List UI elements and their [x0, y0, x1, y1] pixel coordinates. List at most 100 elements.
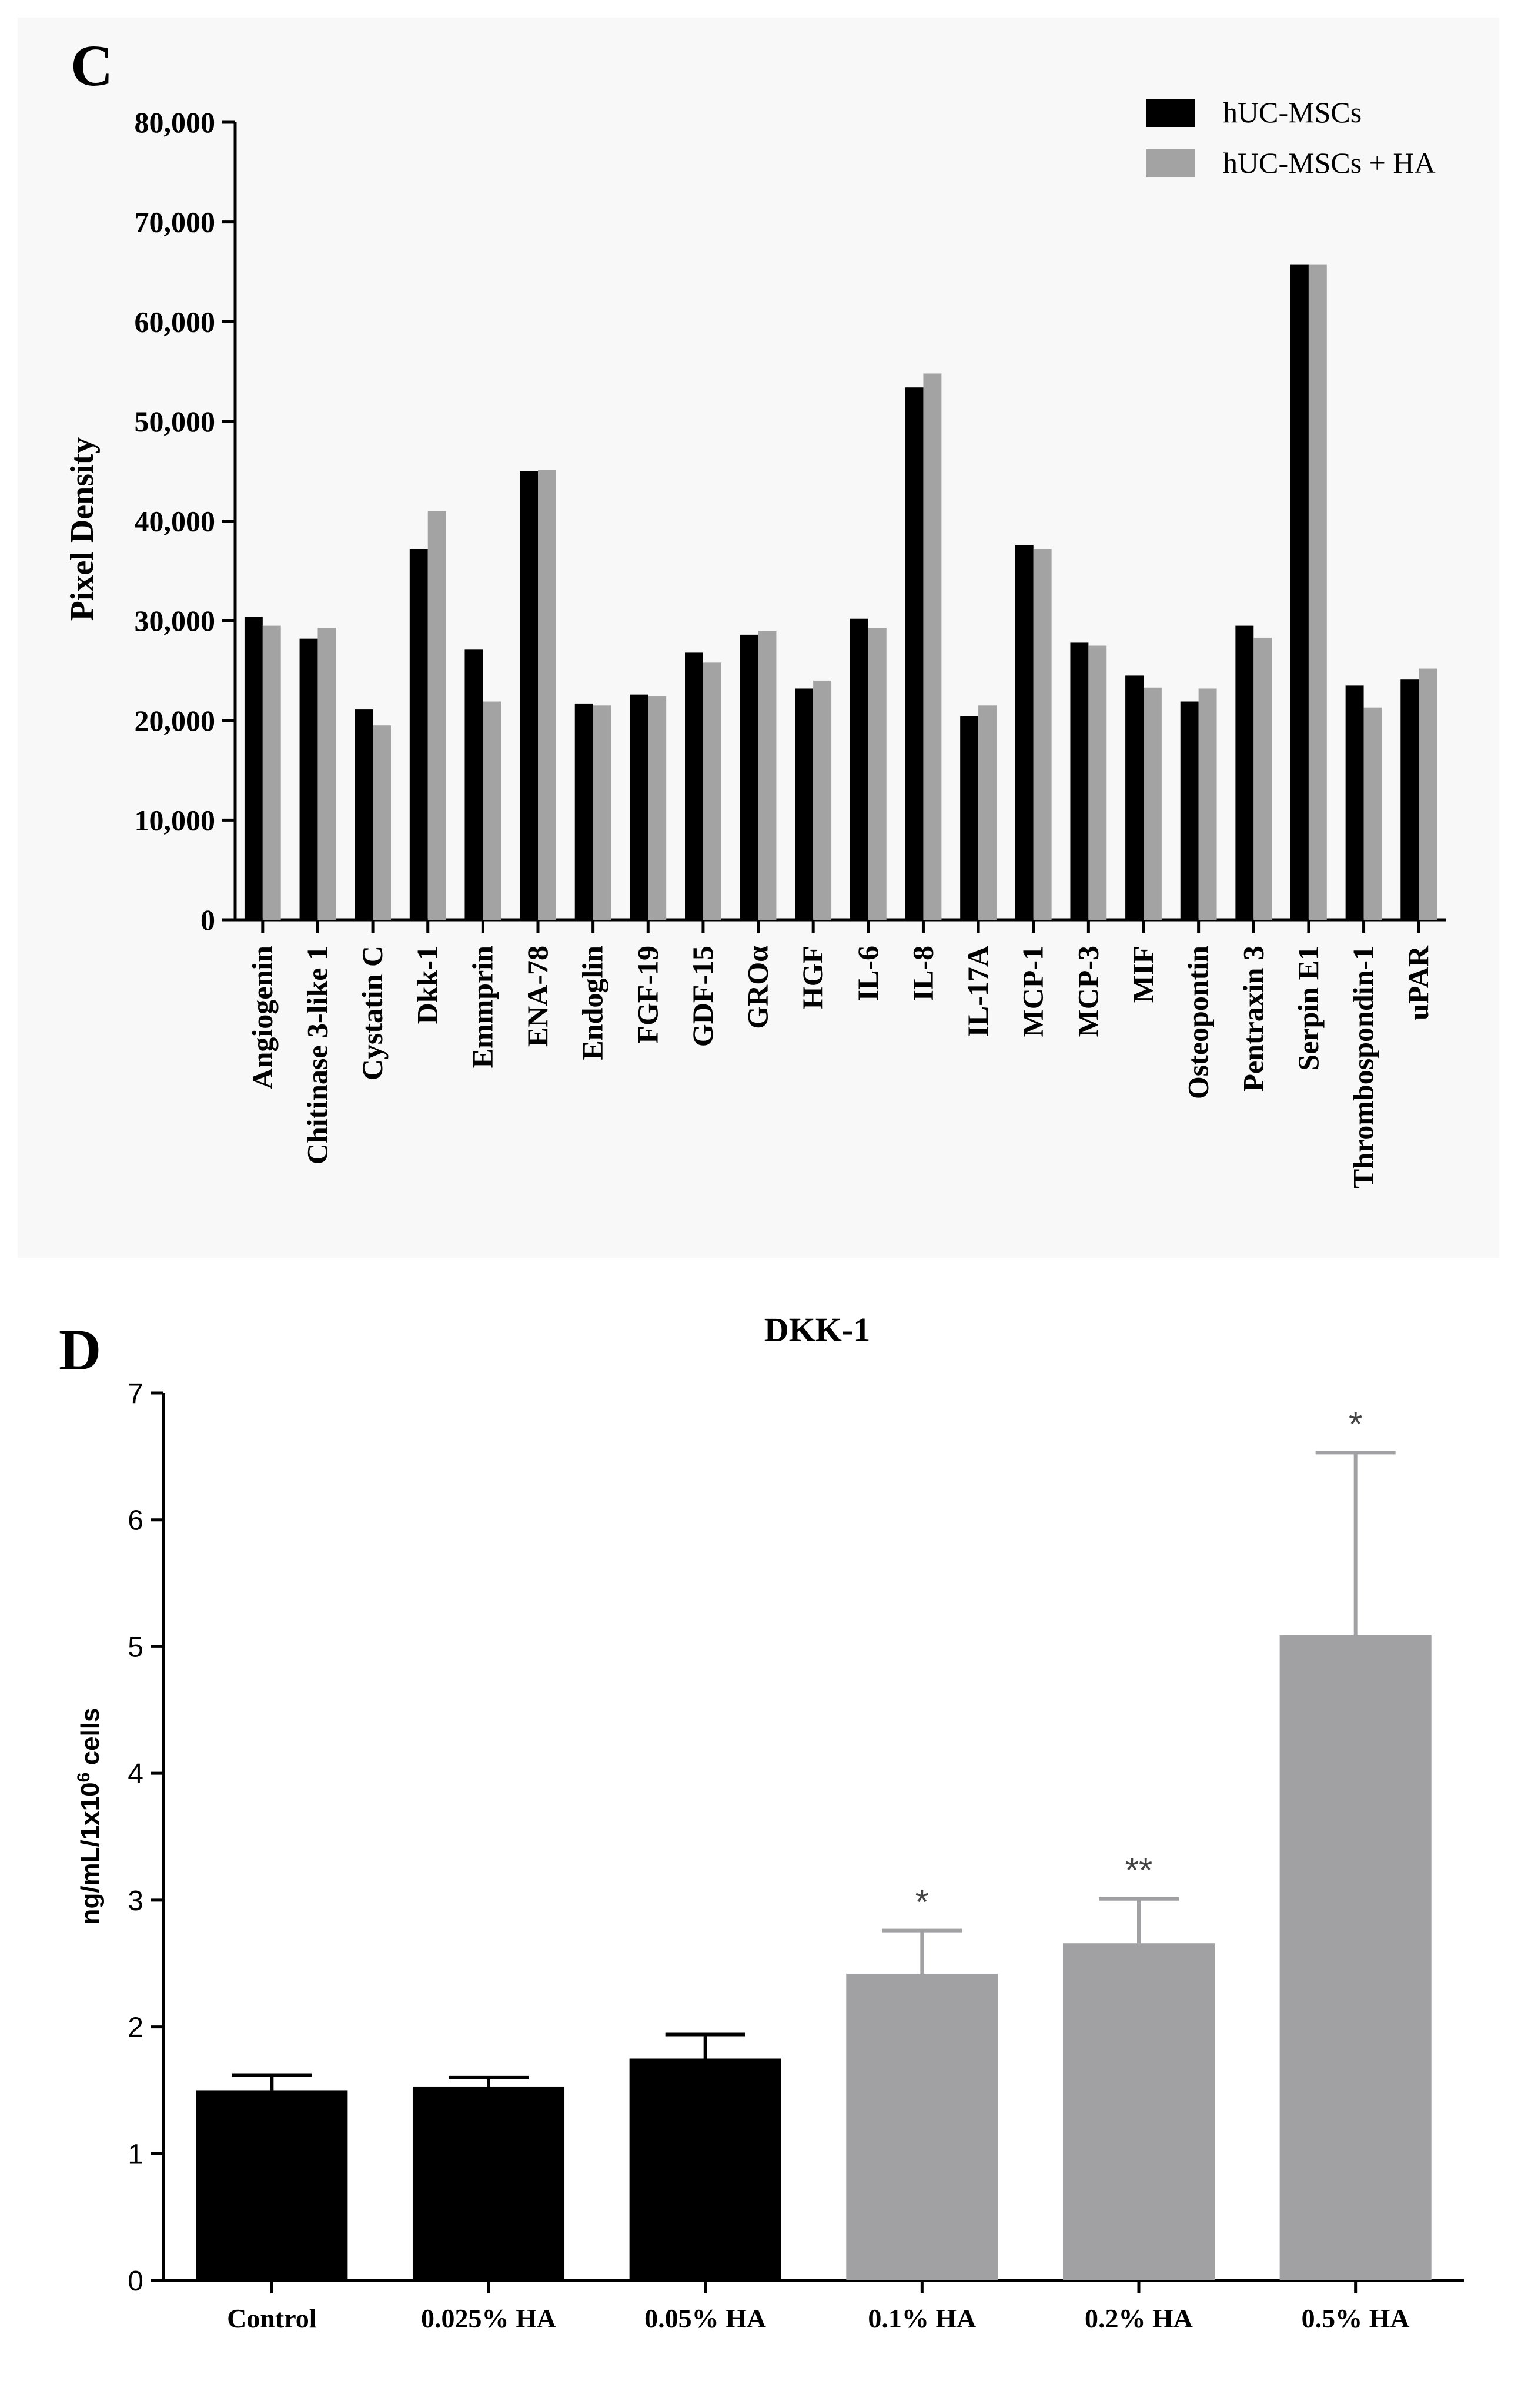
legend-swatch-hucmscs-ha: [1146, 149, 1195, 177]
bar-huc-mscs-pentraxin-3: [1235, 625, 1254, 920]
bar-huc-mscs-ha-ena-78: [538, 470, 556, 920]
bar-huc-mscs-ha-upar: [1419, 668, 1437, 920]
bar-huc-mscs-ha-mif: [1144, 687, 1162, 920]
panel-d-y-axis-label: ng/mL/1x106 cells: [74, 1708, 105, 1925]
category-label-serpin-e1: Serpin E1: [1292, 946, 1325, 1071]
bar-huc-mscs-endoglin: [574, 703, 593, 920]
significance-0-5-ha: *: [1349, 1404, 1362, 1444]
category-label-osteopontin: Osteopontin: [1182, 946, 1215, 1099]
legend-label-hucmscs-ha: hUC-MSCs + HA: [1223, 146, 1436, 179]
panel-d-y-axis: 0 1 2 3 4 5 6 7: [128, 1378, 165, 2297]
category-label-mif: MIF: [1126, 946, 1159, 1003]
bar-huc-mscs-ha-thrombospondin-1: [1363, 707, 1382, 920]
bar-huc-mscs-il-8: [905, 387, 924, 920]
category-label-il-17a: IL-17A: [961, 946, 994, 1037]
category-label-dkk-1: Dkk-1: [411, 946, 444, 1024]
category-label-chitinase-3-like-1: Chitinase 3-like 1: [300, 946, 333, 1164]
category-label-angiogenin: Angiogenin: [246, 946, 279, 1090]
panel-c-chart: C 0 10,000 20,000 30,000 40,000 50,000 60,000 7…: [64, 33, 1446, 1188]
bar-huc-mscs-dkk-1: [409, 548, 428, 920]
panel-d-label: D: [59, 1317, 101, 1382]
panel-d-x-axis: [163, 2279, 1464, 2293]
panel-d-bars: [196, 1635, 1432, 2280]
bar-huc-mscs-mcp-3: [1070, 642, 1089, 920]
category-label-mcp-3: MCP-3: [1071, 946, 1104, 1037]
bar-0-1-ha: [846, 1973, 998, 2280]
bar-huc-mscs-ha-il-17a: [978, 705, 997, 920]
y-tick-label: 7: [128, 1378, 143, 1409]
category-label-mcp-1: MCP-1: [1017, 946, 1049, 1037]
bar-huc-mscs-ha-mcp-1: [1033, 548, 1052, 920]
category-label-endoglin: Endoglin: [576, 946, 609, 1060]
bar-huc-mscs-upar: [1400, 679, 1419, 920]
category-label-0-1-ha: 0.1% HA: [868, 2303, 976, 2333]
bar-huc-mscs-angiogenin: [244, 617, 263, 920]
bar-huc-mscs-ha-cystatin-c: [373, 725, 391, 920]
y-tick-label: 80,000: [135, 106, 216, 139]
bar-huc-mscs-fgf-19: [630, 694, 648, 920]
bar-0-2-ha: [1062, 1943, 1215, 2280]
bar-huc-mscs-serpin-e1: [1290, 264, 1309, 920]
category-label-0-05-ha: 0.05% HA: [644, 2303, 766, 2333]
bar-huc-mscs-thrombospondin-1: [1345, 685, 1364, 920]
y-tick-label: 0: [200, 903, 215, 936]
bar-huc-mscs-ha-il-6: [868, 627, 887, 920]
y-tick-label: 10,000: [135, 803, 216, 836]
y-tick-label: 4: [128, 1759, 143, 1790]
panel-c-bars: [244, 264, 1437, 920]
bar-huc-mscs-ha-endoglin: [593, 705, 611, 920]
bar-huc-mscs-ha-serpin-e1: [1308, 264, 1327, 920]
category-label-control: Control: [227, 2303, 317, 2333]
bar-huc-mscs-chitinase-3-like-1: [299, 638, 318, 920]
y-tick-label: 40,000: [135, 505, 216, 538]
category-label-0-2-ha: 0.2% HA: [1085, 2303, 1193, 2333]
bar-huc-mscs-ha-mcp-3: [1088, 645, 1107, 920]
bar-huc-mscs-ha-gdf-15: [703, 662, 721, 920]
bar-huc-mscs-gdf-15: [685, 652, 703, 920]
bar-huc-mscs-emmprin: [464, 649, 483, 920]
category-label-hgf: HGF: [796, 946, 829, 1009]
bar-0-05-ha: [629, 2058, 781, 2280]
bar-huc-mscs-il-6: [850, 618, 868, 920]
y-tick-label: 6: [128, 1505, 143, 1536]
y-tick-label: 60,000: [135, 305, 216, 338]
y-tick-label: 1: [128, 2139, 143, 2170]
bar-huc-mscs-ha-chitinase-3-like-1: [317, 627, 336, 920]
bar-0-025-ha: [412, 2086, 565, 2280]
y-tick-label: 30,000: [135, 604, 216, 637]
category-label-fgf-19: FGF-19: [631, 946, 664, 1044]
legend-swatch-hucmscs: [1146, 99, 1195, 127]
category-label-emmprin: Emmprin: [466, 946, 499, 1069]
category-label-upar: uPAR: [1402, 945, 1435, 1020]
bar-huc-mscs-osteopontin: [1180, 701, 1199, 920]
category-label-il-8: IL-8: [906, 946, 939, 1001]
legend-label-hucmscs: hUC-MSCs: [1223, 96, 1362, 129]
bar-huc-mscs-ha-osteopontin: [1198, 688, 1217, 920]
bar-huc-mscs-ha-dkk-1: [427, 511, 446, 920]
significance-0-2-ha: **: [1125, 1851, 1153, 1890]
panel-c-y-axis-label: Pixel Density: [64, 437, 101, 621]
bar-huc-mscs-hgf: [795, 688, 814, 920]
y-tick-label: 5: [128, 1632, 143, 1663]
y-tick-label: 2: [128, 2012, 143, 2044]
bar-huc-mscs-il-17a: [960, 716, 979, 920]
bar-huc-mscs-ha-fgf-19: [648, 696, 667, 920]
y-tick-label: 3: [128, 1885, 143, 1917]
bar-huc-mscs-ha-pentraxin-3: [1253, 637, 1272, 920]
panel-d-significance-markers: ****: [915, 1404, 1363, 1921]
bar-huc-mscs-ha-il-8: [923, 373, 942, 920]
panel-d-error-bars: [232, 1451, 1396, 2091]
bar-control: [196, 2090, 348, 2280]
category-label-ena-78: ENA-78: [521, 946, 554, 1047]
bar-0-5-ha: [1279, 1635, 1432, 2280]
bar-huc-mscs-mcp-1: [1015, 545, 1034, 920]
panel-c-legend: hUC-MSCs hUC-MSCs + HA: [1146, 96, 1436, 179]
category-label-0-025-ha: 0.025% HA: [421, 2303, 556, 2333]
bar-huc-mscs-cystatin-c: [355, 709, 373, 920]
category-label-gro: GROα: [741, 946, 774, 1029]
y-tick-label: 20,000: [135, 704, 216, 737]
y-tick-label: 0: [128, 2266, 143, 2297]
significance-0-1-ha: *: [915, 1883, 929, 1922]
bar-huc-mscs-ha-emmprin: [483, 701, 501, 920]
